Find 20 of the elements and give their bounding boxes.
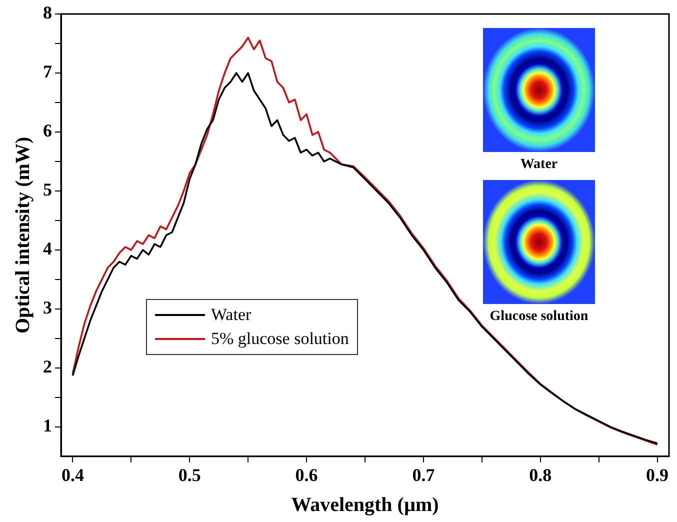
annotation: Glucose solution bbox=[488, 309, 590, 325]
x-tick-label: 0.6 bbox=[295, 464, 318, 485]
x-tick-label: 0.7 bbox=[412, 464, 435, 485]
x-tick-label: 0.9 bbox=[646, 464, 669, 485]
y-axis-title: Optical intensity (mW) bbox=[12, 136, 34, 334]
x-axis-title: Wavelength (µm) bbox=[291, 494, 439, 516]
y-tick-label: 4 bbox=[43, 238, 52, 259]
legend-label: 5% glucose solution bbox=[210, 328, 349, 350]
y-tick-label: 3 bbox=[43, 298, 52, 318]
annotation: Water bbox=[519, 157, 559, 173]
x-tick-label: 0.5 bbox=[178, 464, 201, 485]
x-tick-label: 0.8 bbox=[529, 464, 552, 485]
legend-label: Water bbox=[210, 304, 252, 326]
y-tick-label: 6 bbox=[43, 120, 52, 141]
y-tick-label: 1 bbox=[43, 416, 52, 436]
x-tick-label: 0.4 bbox=[61, 464, 84, 485]
y-tick-label: 2 bbox=[43, 356, 52, 377]
y-tick-label: 8 bbox=[43, 2, 52, 23]
y-tick-label: 5 bbox=[43, 180, 52, 200]
y-tick-label: 7 bbox=[43, 62, 52, 82]
